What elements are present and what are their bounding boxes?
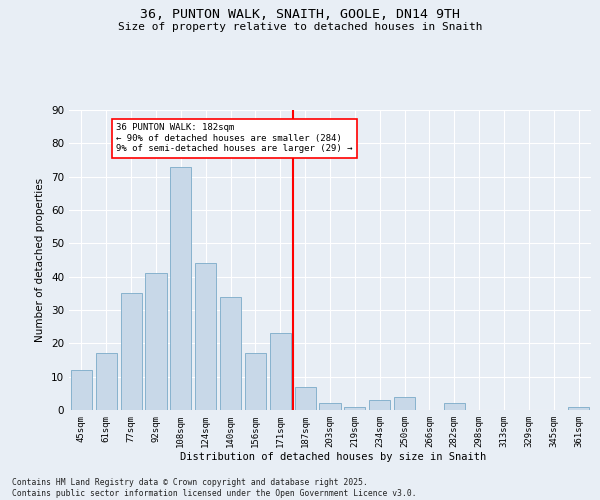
Text: 36 PUNTON WALK: 182sqm
← 90% of detached houses are smaller (284)
9% of semi-det: 36 PUNTON WALK: 182sqm ← 90% of detached… <box>116 124 353 153</box>
Bar <box>145 274 167 410</box>
Y-axis label: Number of detached properties: Number of detached properties <box>35 178 46 342</box>
Bar <box>245 354 266 410</box>
Bar <box>568 406 589 410</box>
Bar <box>444 404 465 410</box>
Bar <box>170 166 191 410</box>
Text: Contains HM Land Registry data © Crown copyright and database right 2025.
Contai: Contains HM Land Registry data © Crown c… <box>12 478 416 498</box>
Bar <box>369 400 390 410</box>
Bar <box>121 294 142 410</box>
Bar <box>220 296 241 410</box>
Bar <box>195 264 216 410</box>
Bar <box>71 370 92 410</box>
Text: 36, PUNTON WALK, SNAITH, GOOLE, DN14 9TH: 36, PUNTON WALK, SNAITH, GOOLE, DN14 9TH <box>140 8 460 20</box>
Bar <box>96 354 117 410</box>
Bar <box>295 386 316 410</box>
Text: Distribution of detached houses by size in Snaith: Distribution of detached houses by size … <box>180 452 486 462</box>
Text: Size of property relative to detached houses in Snaith: Size of property relative to detached ho… <box>118 22 482 32</box>
Bar <box>319 404 341 410</box>
Bar <box>344 406 365 410</box>
Bar <box>394 396 415 410</box>
Bar <box>270 334 291 410</box>
